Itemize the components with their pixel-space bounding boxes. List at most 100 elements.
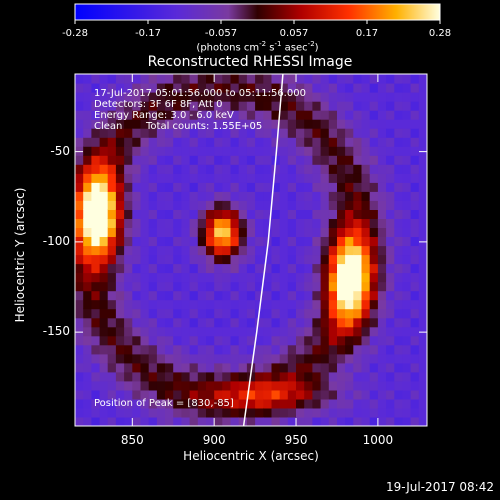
heatmap-cell	[402, 101, 412, 111]
heatmap-cell	[197, 227, 207, 237]
heatmap-cell	[140, 326, 150, 337]
heatmap-cell	[83, 254, 92, 265]
heatmap-cell	[140, 200, 150, 210]
heatmap-cell	[197, 236, 207, 247]
heatmap-cell	[148, 245, 158, 256]
heatmap-cell	[214, 326, 223, 337]
heatmap-cell	[238, 137, 248, 147]
heatmap-cell	[140, 272, 150, 283]
heatmap-cell	[230, 398, 240, 409]
heatmap-cell	[156, 92, 166, 102]
heatmap-cell	[140, 245, 150, 256]
heatmap-cell	[115, 335, 125, 346]
heatmap-cell	[255, 227, 264, 237]
heatmap-cell	[124, 353, 133, 364]
heatmap-cell	[140, 173, 150, 183]
heatmap-cell	[124, 146, 133, 156]
heatmap-cell	[345, 299, 354, 310]
heatmap-cell	[246, 119, 256, 129]
heatmap-cell	[410, 407, 420, 418]
heatmap-cell	[132, 227, 142, 237]
heatmap-cell	[91, 182, 101, 192]
heatmap-cell	[369, 155, 379, 165]
heatmap-cell	[214, 407, 223, 418]
heatmap-cell	[386, 389, 395, 400]
heatmap-cell	[337, 164, 346, 174]
heatmap-cell	[115, 236, 125, 247]
heatmap-cell	[230, 191, 240, 201]
heatmap-cell	[345, 200, 354, 210]
heatmap-cell	[173, 83, 182, 93]
heatmap-cell	[296, 362, 305, 373]
heatmap-cell	[418, 417, 427, 426]
heatmap-cell	[271, 371, 281, 382]
heatmap-cell	[287, 362, 297, 373]
heatmap-cell	[165, 209, 174, 219]
heatmap-cell	[287, 200, 297, 210]
heatmap-cell	[206, 191, 215, 201]
heatmap-cell	[246, 407, 256, 418]
heatmap-cell	[320, 209, 330, 219]
heatmap-cell	[410, 353, 420, 364]
heatmap-cell	[263, 407, 273, 418]
heatmap-cell	[263, 227, 273, 237]
heatmap-cell	[189, 92, 199, 102]
heatmap-cell	[279, 290, 289, 301]
heatmap-cell	[320, 119, 330, 129]
heatmap-cell	[148, 407, 158, 418]
heatmap-cell	[115, 191, 125, 201]
heatmap-cell	[377, 83, 387, 93]
heatmap-cell	[140, 281, 150, 292]
heatmap-cell	[140, 137, 150, 147]
heatmap-cell	[394, 128, 404, 138]
heatmap-cell	[386, 92, 395, 102]
heatmap-cell	[410, 254, 420, 265]
heatmap-cell	[115, 209, 125, 219]
heatmap-cell	[271, 353, 281, 364]
heatmap-cell	[271, 236, 281, 247]
heatmap-cell	[140, 92, 150, 102]
heatmap-cell	[156, 245, 166, 256]
heatmap-cell	[410, 362, 420, 373]
heatmap-cell	[214, 371, 223, 382]
heatmap-cell	[353, 146, 363, 156]
heatmap-cell	[296, 272, 305, 283]
heatmap-cell	[222, 155, 232, 165]
heatmap-cell	[377, 182, 387, 192]
heatmap-cell	[238, 299, 248, 310]
heatmap-cell	[148, 200, 158, 210]
heatmap-cell	[394, 200, 404, 210]
heatmap-cell	[181, 92, 191, 102]
heatmap-cell	[320, 191, 330, 201]
heatmap-cell	[75, 74, 84, 84]
heatmap-cell	[197, 299, 207, 310]
heatmap-cell	[410, 290, 420, 301]
heatmap-cell	[418, 155, 427, 165]
x-tick-label: 850	[120, 433, 144, 447]
heatmap-cell	[418, 74, 427, 84]
heatmap-cell	[83, 92, 92, 102]
heatmap-cell	[230, 173, 240, 183]
heatmap-cell	[386, 173, 395, 183]
heatmap-cell	[320, 92, 330, 102]
heatmap-cell	[263, 119, 273, 129]
heatmap-cell	[238, 380, 248, 391]
heatmap-cell	[410, 155, 420, 165]
heatmap-cell	[287, 281, 297, 292]
heatmap-cell	[181, 326, 191, 337]
heatmap-cell	[377, 101, 387, 111]
heatmap-cell	[173, 119, 182, 129]
heatmap-cell	[271, 263, 281, 274]
heatmap-cell	[222, 299, 232, 310]
heatmap-cell	[263, 317, 273, 328]
heatmap-cell	[173, 417, 182, 426]
heatmap-cell	[206, 146, 215, 156]
heatmap-cell	[132, 74, 142, 84]
heatmap-cell	[255, 344, 264, 355]
heatmap-cell	[410, 218, 420, 228]
heatmap-cell	[107, 299, 117, 310]
heatmap-cell	[271, 191, 281, 201]
heatmap-cell	[206, 236, 215, 247]
heatmap-cell	[230, 281, 240, 292]
heatmap-cell	[328, 110, 338, 120]
